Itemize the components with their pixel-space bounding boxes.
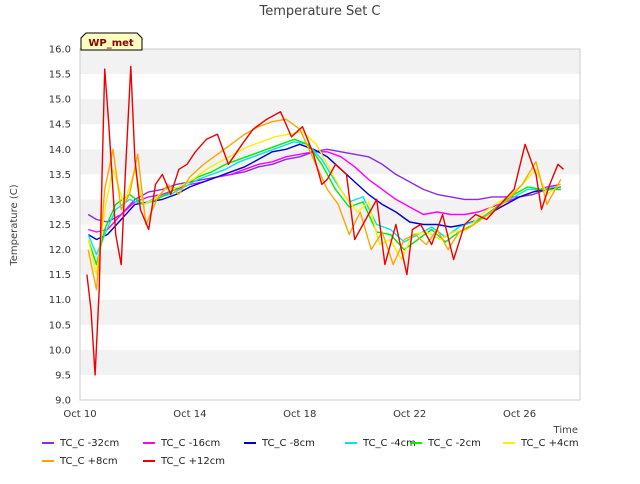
legend-item: TC_C -2cm bbox=[410, 438, 481, 449]
legend-item: TC_C +12cm bbox=[143, 456, 225, 467]
y-tick-label: 9.5 bbox=[55, 370, 71, 381]
grid-band bbox=[80, 74, 580, 100]
y-tick-label: 12.5 bbox=[49, 220, 71, 231]
y-tick-label: 15.5 bbox=[49, 70, 71, 81]
grid-band bbox=[80, 249, 580, 275]
grid-band bbox=[80, 374, 580, 400]
y-tick-label: 14.5 bbox=[49, 120, 71, 131]
grid-band bbox=[80, 224, 580, 250]
series-line bbox=[87, 118, 562, 291]
series-lines bbox=[86, 65, 564, 376]
y-tick-label: 13.0 bbox=[49, 195, 71, 206]
grid-band bbox=[80, 99, 580, 125]
grid-band bbox=[80, 299, 580, 325]
x-axis-ticks: Oct 10 Oct 14 Oct 18 Oct 22 Oct 26 bbox=[63, 409, 536, 420]
legend-label: TC_C -8cm bbox=[261, 438, 315, 449]
grid-band bbox=[80, 324, 580, 350]
grid-band bbox=[80, 49, 580, 75]
y-tick-label: 10.5 bbox=[49, 320, 71, 331]
y-tick-label: 15.0 bbox=[49, 95, 71, 106]
legend-label: TC_C +12cm bbox=[160, 456, 225, 467]
y-tick-label: 16.0 bbox=[49, 45, 71, 56]
x-tick-label: Oct 18 bbox=[283, 409, 316, 420]
legend-label: TC_C +8cm bbox=[59, 456, 118, 467]
legend-item: TC_C -8cm bbox=[244, 438, 315, 449]
y-tick-label: 11.0 bbox=[49, 295, 71, 306]
x-tick-label: Oct 26 bbox=[503, 409, 536, 420]
y-tick-label: 14.0 bbox=[49, 145, 71, 156]
y-tick-label: 12.0 bbox=[49, 245, 71, 256]
grid-bands bbox=[80, 49, 580, 400]
legend-item: TC_C +4cm bbox=[503, 438, 579, 449]
y-axis-label: Temperature (C) bbox=[9, 184, 20, 266]
x-tick-label: Oct 14 bbox=[173, 409, 206, 420]
x-tick-label: Oct 22 bbox=[393, 409, 426, 420]
grid-band bbox=[80, 274, 580, 300]
grid-band bbox=[80, 349, 580, 375]
legend-item: TC_C +8cm bbox=[42, 456, 118, 467]
x-axis-label: Time bbox=[553, 425, 578, 436]
y-tick-label: 9.0 bbox=[55, 396, 71, 407]
legend-label: TC_C +4cm bbox=[520, 438, 579, 449]
series-line bbox=[86, 65, 564, 376]
site-badge: WP_met bbox=[80, 32, 143, 51]
legend-item: TC_C -32cm bbox=[42, 438, 119, 449]
y-tick-label: 10.0 bbox=[49, 345, 71, 356]
x-tick-label: Oct 10 bbox=[63, 409, 96, 420]
series-line bbox=[87, 130, 562, 276]
chart-title: Temperature Set C bbox=[258, 4, 380, 19]
y-axis-ticks: 9.0 9.5 10.0 10.5 11.0 11.5 12.0 12.5 13.0 13.5 14… bbox=[49, 45, 71, 407]
grid-band bbox=[80, 124, 580, 150]
y-tick-label: 11.5 bbox=[49, 270, 71, 281]
y-tick-label: 13.5 bbox=[49, 170, 71, 181]
legend-label: TC_C -16cm bbox=[160, 438, 220, 449]
site-badge-label: WP_met bbox=[88, 38, 134, 49]
legend-label: TC_C -32cm bbox=[59, 438, 119, 449]
plot-area bbox=[79, 48, 581, 401]
legend-label: TC_C -4cm bbox=[362, 438, 416, 449]
legend-item: TC_C -16cm bbox=[143, 438, 220, 449]
legend-label: TC_C -2cm bbox=[427, 438, 481, 449]
legend-item: TC_C -4cm bbox=[345, 438, 416, 449]
legend: TC_C -32cm TC_C -16cm TC_C -8cm TC_C -4cm TC… bbox=[42, 438, 579, 467]
